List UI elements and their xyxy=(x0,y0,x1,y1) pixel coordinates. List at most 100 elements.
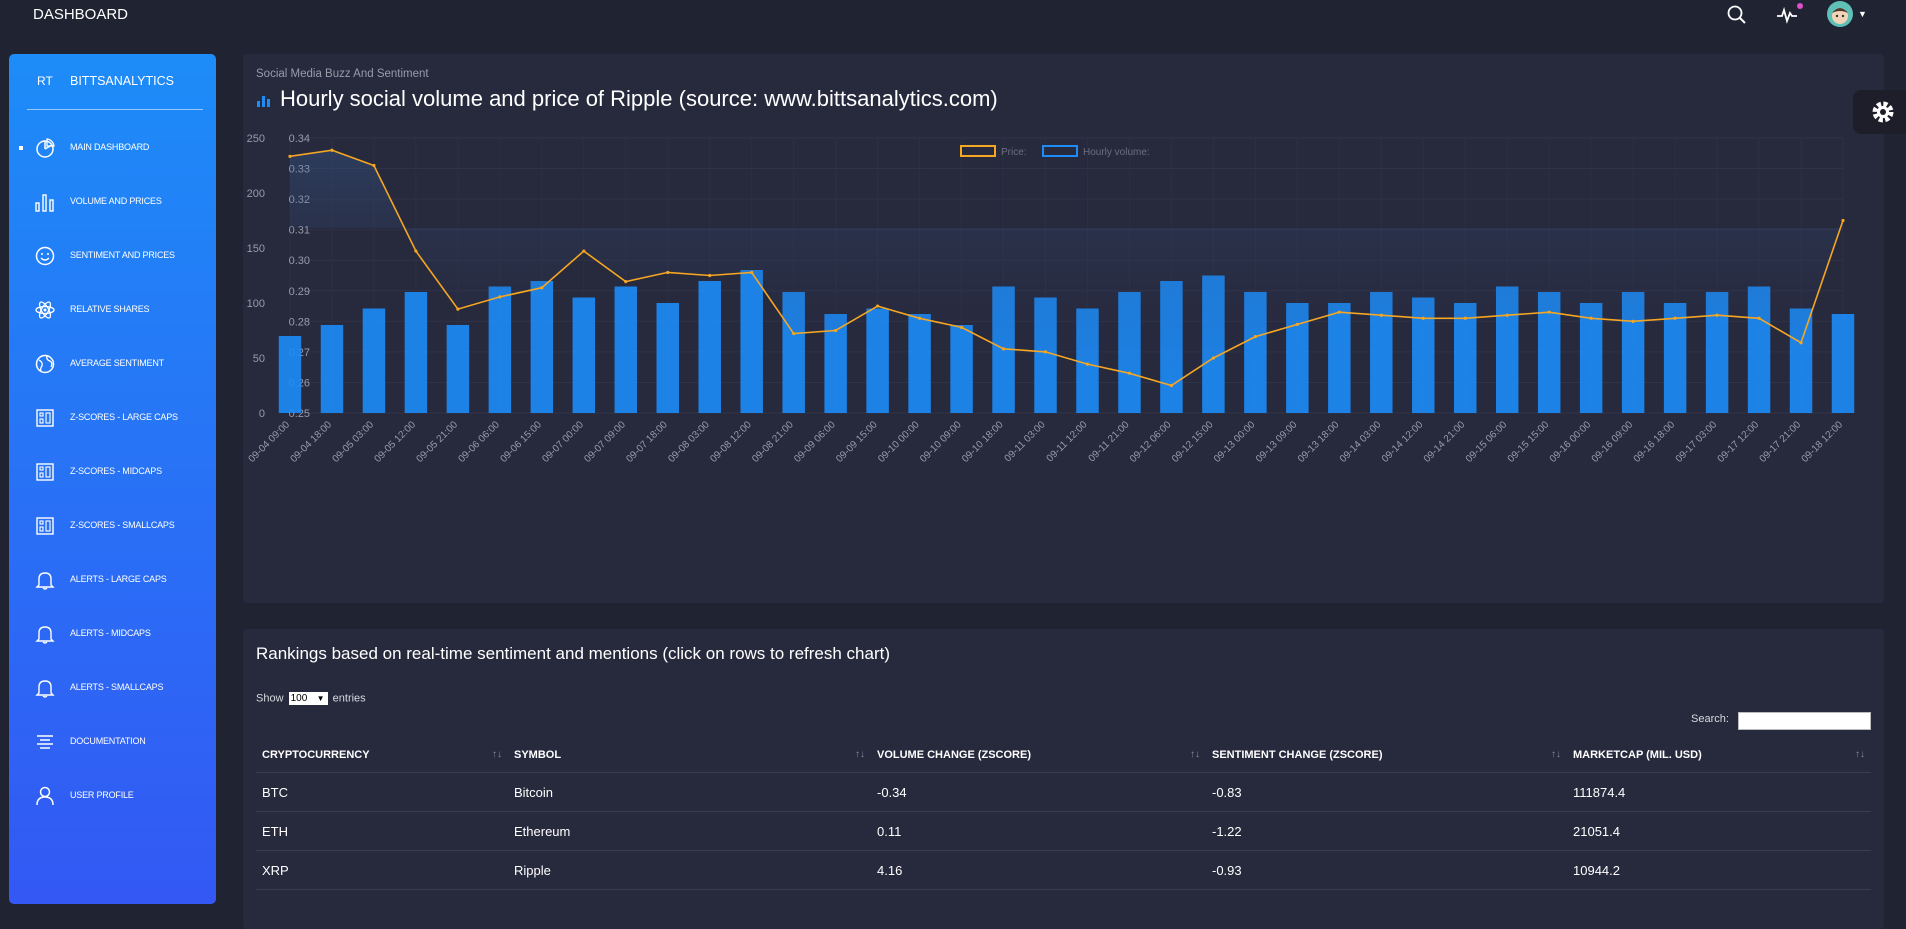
sidebar-item-alerts-midcaps[interactable]: ALERTS - MIDCAPS xyxy=(9,615,216,655)
table-cell: XRP xyxy=(256,850,508,890)
building-icon xyxy=(36,517,54,535)
price-point xyxy=(876,304,880,308)
column-header-sentiment-change[interactable]: SENTIMENT CHANGE (ZSCORE) ↑↓ xyxy=(1206,738,1567,773)
price-point xyxy=(1463,316,1467,320)
search-icon[interactable] xyxy=(1726,4,1748,26)
volume-bar xyxy=(1412,297,1435,413)
search-input[interactable] xyxy=(1738,712,1871,730)
sidebar-item-zscores-smallcaps[interactable]: Z-SCORES - SMALLCAPS xyxy=(9,507,216,547)
price-point xyxy=(1337,310,1341,314)
price-point xyxy=(540,286,544,290)
x-axis-tick-label: 09-08 12:00 xyxy=(708,419,754,465)
sidebar-item-sentiment-and-prices[interactable]: SENTIMENT AND PRICES xyxy=(9,237,216,277)
price-point xyxy=(582,249,586,253)
table-cell: -1.22 xyxy=(1206,811,1567,851)
volume-bar xyxy=(866,308,889,413)
table-cell: -0.83 xyxy=(1206,772,1567,812)
volume-price-chart[interactable]: 2502001501005000.340.330.320.310.300.290… xyxy=(243,54,1884,603)
x-axis-tick-label: 09-07 09:00 xyxy=(582,419,628,465)
price-point xyxy=(1505,313,1509,317)
x-axis-tick-label: 09-12 06:00 xyxy=(1128,419,1174,465)
x-axis-tick-label: 09-12 15:00 xyxy=(1170,419,1216,465)
sidebar-item-main-dashboard[interactable]: MAIN DASHBOARD xyxy=(9,129,216,169)
volume-bar xyxy=(320,325,344,413)
sidebar-item-relative-shares[interactable]: RELATIVE SHARES xyxy=(9,291,216,331)
sidebar-item-user-profile[interactable]: USER PROFILE xyxy=(9,777,216,817)
entries-select-value: 100 xyxy=(290,693,308,704)
column-header-label: SYMBOL xyxy=(514,749,562,761)
price-point xyxy=(1043,350,1048,354)
y-axis-price-tick-label: 0.28 xyxy=(289,316,310,328)
table-cell: Bitcoin xyxy=(508,772,871,812)
price-point xyxy=(1715,313,1719,317)
price-point xyxy=(1421,316,1425,320)
price-point xyxy=(1799,341,1803,345)
price-point xyxy=(708,273,712,278)
activity-icon[interactable] xyxy=(1776,4,1798,26)
table-row[interactable]: XRP Ripple 4.16 -0.93 10944.2 xyxy=(256,850,1871,890)
volume-bar xyxy=(656,303,679,413)
sidebar-item-alerts-large-caps[interactable]: ALERTS - LARGE CAPS xyxy=(9,561,216,601)
avatar-face-icon xyxy=(1832,8,1848,24)
price-point xyxy=(1127,371,1132,375)
price-point xyxy=(414,249,418,253)
price-point xyxy=(1631,319,1635,323)
x-axis-tick-label: 09-06 06:00 xyxy=(456,419,502,465)
volume-bar xyxy=(824,314,847,413)
sidebar-item-zscores-large-caps[interactable]: Z-SCORES - LARGE CAPS xyxy=(9,399,216,439)
x-axis-tick-label: 09-04 09:00 xyxy=(247,419,293,465)
sidebar-item-average-sentiment[interactable]: AVERAGE SENTIMENT xyxy=(9,345,216,385)
column-header-marketcap[interactable]: MARKETCAP (MIL. USD) ↑↓ xyxy=(1567,738,1871,773)
sidebar-item-zscores-midcaps[interactable]: Z-SCORES - MIDCAPS xyxy=(9,453,216,493)
volume-bar xyxy=(530,281,554,413)
legend-swatch xyxy=(960,145,996,157)
x-axis-tick-label: 09-05 12:00 xyxy=(373,419,419,465)
x-axis-tick-label: 09-06 15:00 xyxy=(498,419,544,465)
sidebar-item-label: ALERTS - MIDCAPS xyxy=(70,628,151,638)
x-axis-tick-label: 09-13 18:00 xyxy=(1296,419,1342,465)
logo-name: BITTSANALYTICS xyxy=(70,74,174,88)
bar-chart-icon xyxy=(35,194,54,212)
price-point xyxy=(1211,356,1216,360)
sidebar-item-alerts-smallcaps[interactable]: ALERTS - SMALLCAPS xyxy=(9,669,216,709)
sidebar-item-volume-and-prices[interactable]: VOLUME AND PRICES xyxy=(9,183,216,223)
volume-bar xyxy=(1663,303,1687,413)
x-axis-tick-label: 09-13 00:00 xyxy=(1212,419,1258,465)
x-axis-tick-label: 09-10 09:00 xyxy=(918,419,964,465)
column-header-volume-change[interactable]: VOLUME CHANGE (ZSCORE) ↑↓ xyxy=(871,738,1206,773)
column-header-cryptocurrency[interactable]: CRYPTOCURRENCY ↑↓ xyxy=(256,738,508,773)
legend-label: Hourly volume: xyxy=(1083,147,1150,158)
price-point xyxy=(288,154,292,158)
x-axis-tick-label: 09-14 03:00 xyxy=(1338,419,1384,465)
smiley-icon xyxy=(35,246,55,266)
column-header-label: MARKETCAP (MIL. USD) xyxy=(1573,749,1702,761)
settings-button[interactable] xyxy=(1853,90,1906,134)
avatar[interactable] xyxy=(1827,1,1853,27)
chart-card-subtitle: Social Media Buzz And Sentiment xyxy=(256,68,429,80)
table-row[interactable]: BTC Bitcoin -0.34 -0.83 111874.4 xyxy=(256,772,1871,812)
y-axis-left-tick-label: 50 xyxy=(253,353,265,365)
chevron-down-icon[interactable]: ▼ xyxy=(1858,9,1867,19)
table-cell: 111874.4 xyxy=(1567,772,1871,812)
volume-bar xyxy=(740,270,763,413)
align-center-icon xyxy=(37,735,53,749)
price-point xyxy=(1673,316,1677,320)
sort-icon: ↑↓ xyxy=(1551,749,1561,760)
active-indicator xyxy=(19,146,23,150)
price-point xyxy=(1169,383,1174,388)
sidebar-logo[interactable]: RT BITTSANALYTICS xyxy=(9,54,216,110)
volume-bar xyxy=(1328,303,1351,413)
price-point xyxy=(1001,347,1006,351)
x-axis-tick-label: 09-18 12:00 xyxy=(1800,419,1846,465)
search-label: Search: xyxy=(1691,713,1729,725)
page-title: DASHBOARD xyxy=(33,6,129,23)
bar-chart-icon xyxy=(257,96,270,107)
column-header-symbol[interactable]: SYMBOL ↑↓ xyxy=(508,738,871,773)
table-row[interactable]: ETH Ethereum 0.11 -1.22 21051.4 xyxy=(256,811,1871,851)
entries-select[interactable]: 100 ▼ xyxy=(288,692,328,705)
sidebar-item-documentation[interactable]: DOCUMENTATION xyxy=(9,723,216,763)
x-axis-tick-label: 09-08 21:00 xyxy=(750,419,796,465)
x-axis-tick-label: 09-17 03:00 xyxy=(1674,419,1720,465)
atom-icon xyxy=(35,301,55,319)
volume-bar xyxy=(446,325,470,413)
